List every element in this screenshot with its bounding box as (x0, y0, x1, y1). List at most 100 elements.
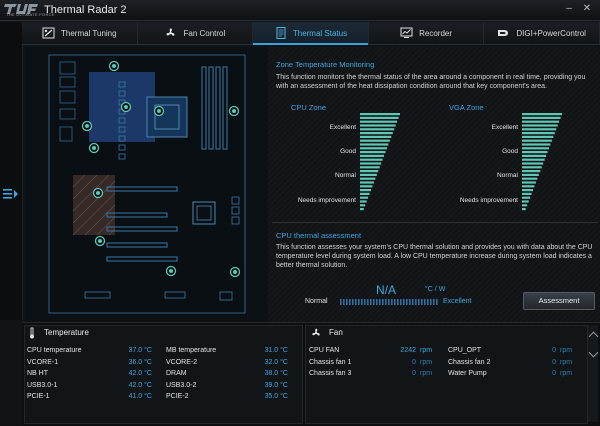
gauge-step (522, 189, 533, 192)
assessment-description-line-1: This function assesses your system's CPU… (276, 244, 593, 251)
gauge-step (360, 208, 364, 211)
scale-tick (427, 299, 429, 305)
gauge-step (360, 185, 373, 188)
scale-tick (367, 299, 369, 305)
scale-tick (376, 299, 378, 305)
fan-speed-unit: rpm (560, 347, 573, 354)
gauge-step (522, 116, 561, 119)
gauge-step (360, 135, 392, 138)
gauge-step (360, 116, 399, 119)
temp-sensor-value: 38.0 °C (264, 370, 288, 377)
side-scrollbar[interactable] (588, 325, 599, 422)
minimize-icon[interactable]: – (566, 3, 572, 14)
fan-name: Water Pump (448, 370, 487, 377)
scale-low-label: Normal (305, 298, 328, 305)
scale-tick (436, 299, 438, 305)
temp-sensor-value: 35.0 °C (264, 393, 288, 400)
temp-sensor-value: 36.0 °C (128, 359, 152, 366)
gauge-step (360, 143, 389, 146)
fan-speed-unit: rpm (560, 370, 573, 377)
gauge-step (360, 113, 400, 116)
gauge-step (522, 185, 535, 188)
gauge-step (522, 139, 552, 142)
cpu-zone-gauge (360, 113, 400, 211)
close-icon[interactable]: ✕ (582, 3, 592, 14)
temp-sensor-value: 42.0 °C (128, 370, 152, 377)
expand-menu-icon[interactable] (2, 186, 18, 202)
temp-sensor-value: 41.0 °C (128, 393, 152, 400)
gauge-step (360, 120, 398, 123)
assessment-button[interactable]: Assessment (523, 292, 595, 310)
zone-description-line-2: with an assessment of the heat dissipati… (276, 83, 548, 90)
gauge-step (522, 162, 544, 165)
sensor-point[interactable] (108, 60, 120, 72)
scale-tick (397, 299, 399, 305)
temp-sensor-name: NB HT (27, 370, 48, 377)
temp-sensor-value: 39.0 °C (264, 382, 288, 389)
scale-tick (379, 299, 381, 305)
gauge-step (522, 147, 549, 150)
vga-level-needs-improvement: Needs improvement (459, 197, 518, 204)
scale-tick (409, 299, 411, 305)
gauge-step (360, 132, 393, 135)
fan-name: CPU FAN (309, 347, 340, 354)
fan-panel (305, 325, 588, 424)
gauge-step (522, 196, 531, 199)
scale-tick (391, 299, 393, 305)
gauge-step (360, 124, 396, 127)
tab-label: Recorder (419, 28, 453, 38)
assessment-description-line-3: better thermal solution. (276, 262, 348, 269)
gauge-step (360, 139, 390, 142)
chevron-down-icon[interactable] (588, 347, 599, 358)
scale-tick (400, 299, 402, 305)
gauge-step (360, 196, 369, 199)
scale-tick (349, 299, 351, 305)
fan-speed-unit: rpm (420, 359, 433, 366)
gauge-step (360, 192, 370, 195)
gauge-step (360, 173, 377, 176)
tab-recorder[interactable]: Recorder (369, 22, 485, 44)
sensor-point[interactable] (228, 105, 240, 117)
scale-tick (352, 299, 354, 305)
temp-sensor-value: 37.0 °C (128, 347, 152, 354)
fan-name: Chassis fan 3 (309, 370, 352, 377)
gauge-step (522, 158, 545, 161)
sensor-point[interactable] (92, 187, 104, 199)
temp-sensor-name: PCIE-2 (166, 393, 189, 400)
tab-thermal-status[interactable]: Thermal Status (253, 22, 369, 45)
fan-speed-value: 0 (552, 359, 556, 366)
scale-tick (370, 299, 372, 305)
assessment-value: N/A (376, 283, 397, 297)
gauge-step (522, 143, 551, 146)
scale-tick (346, 299, 348, 305)
fan-speed-unit: rpm (420, 370, 433, 377)
tab-digi-power-control[interactable]: DIGI+PowerControl (484, 22, 600, 44)
sensor-point[interactable] (153, 105, 165, 117)
gauge-step (360, 158, 383, 161)
tab-fan-control[interactable]: Fan Control (138, 22, 254, 44)
cpu-zone-label: CPU Zone (291, 103, 327, 112)
scale-tick (418, 299, 420, 305)
scale-tick (340, 299, 342, 305)
gauge-step (360, 181, 374, 184)
scale-tick (433, 299, 435, 305)
tab-bar: Thermal Tuning Fan Control Thermal Statu… (22, 22, 600, 45)
monitor-icon (400, 27, 413, 38)
fan-speed-unit: rpm (420, 347, 433, 354)
sensor-point[interactable] (88, 142, 100, 154)
gauge-step (522, 170, 541, 173)
temperature-title: Temperature (44, 328, 89, 337)
sensor-point[interactable] (165, 265, 177, 277)
gauge-step (360, 177, 376, 180)
document-icon (276, 27, 286, 39)
chevron-up-icon[interactable] (588, 331, 599, 342)
sensor-point[interactable] (120, 101, 132, 113)
tab-thermal-tuning[interactable]: Thermal Tuning (22, 22, 138, 44)
sensor-point[interactable] (94, 235, 106, 247)
scale-tick (373, 299, 375, 305)
sensor-point[interactable] (81, 120, 93, 132)
sensor-point[interactable] (229, 266, 241, 278)
cpu-level-excellent: Excellent (329, 124, 356, 131)
temperature-panel (24, 325, 303, 424)
